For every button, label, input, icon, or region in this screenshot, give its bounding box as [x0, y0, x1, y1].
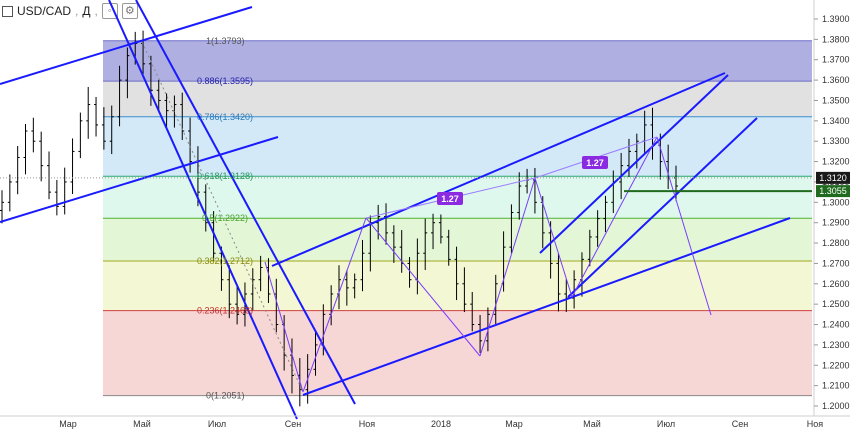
y-tick-label: 1.2600: [822, 279, 850, 289]
y-tick-label: 1.3800: [822, 34, 850, 44]
fib-zone: [103, 310, 812, 396]
pattern-leg: [479, 177, 536, 357]
y-tick-label: 1.3700: [822, 55, 850, 65]
price-tag-label: 1.3055: [819, 186, 847, 196]
y-tick-label: 1.2800: [822, 238, 850, 248]
y-tick-label: 1.3400: [822, 116, 850, 126]
y-tick-label: 1.3200: [822, 157, 850, 167]
x-tick-label: Сен: [285, 419, 302, 429]
y-tick-label: 1.2100: [822, 381, 850, 391]
fib-level-label: 0.618(1.3128): [197, 171, 253, 181]
y-tick-label: 1.2400: [822, 320, 850, 330]
y-tick-label: 1.2700: [822, 258, 850, 268]
fib-zone: [103, 260, 812, 311]
symbol-name[interactable]: USD/CAD: [17, 4, 72, 18]
pattern-leg: [656, 136, 712, 316]
fib-zone: [103, 40, 812, 82]
fib-level-label: 0.786(1.3420): [197, 112, 253, 122]
trend-lines[interactable]: [0, 0, 812, 420]
ratio-badge-label: 1.27: [441, 194, 459, 204]
y-tick-label: 1.3500: [822, 95, 850, 105]
x-tick-label: Сен: [732, 419, 749, 429]
ratio-badges: 1.27 1.27: [437, 156, 608, 205]
time-axis[interactable]: Мар Май Июл Сен Ноя 2018 Мар Май Июл Сен Ноя: [0, 415, 850, 429]
y-tick-label: 1.3900: [822, 14, 850, 24]
fib-diagonal: [141, 41, 304, 393]
x-tick-label: Май: [133, 419, 151, 429]
interval-label[interactable]: Д: [82, 4, 91, 18]
trend-line[interactable]: [108, 0, 298, 420]
trend-line[interactable]: [567, 117, 758, 298]
fib-zone: [103, 116, 812, 177]
symbol-collapse-icon[interactable]: [2, 5, 13, 17]
y-tick-label: 1.3300: [822, 136, 850, 146]
y-tick-label: 1.3000: [822, 197, 850, 207]
y-tick-label: 1.2000: [822, 401, 850, 411]
x-tick-label: Ноя: [807, 419, 824, 429]
header-separator: ,: [75, 4, 79, 18]
ratio-badge-label: 1.27: [586, 158, 604, 168]
chart-header: USD/CAD , Д , ◦ ⚙: [0, 0, 138, 22]
y-tick-label: 1.3600: [822, 75, 850, 85]
x-tick-label: Май: [583, 419, 601, 429]
settings-icon[interactable]: ⚙: [121, 3, 138, 19]
fib-level-label: 0.236(1.2468): [197, 306, 253, 316]
y-tick-label: 1.2200: [822, 360, 850, 370]
pattern-leg: [534, 177, 573, 298]
y-tick-label: 1.2900: [822, 218, 850, 228]
price-tag: [816, 171, 850, 184]
x-tick-label: 2018: [431, 419, 451, 429]
trend-line[interactable]: [539, 74, 729, 254]
price-axis[interactable]: 1.3900 1.3800 1.3700 1.3600 1.3500 1.3400 1.33…: [813, 0, 850, 429]
price-tag: [816, 185, 850, 198]
fib-level-label: 0.5(1.2922): [202, 213, 248, 223]
fib-labels: 1(1.3793) 0.886(1.3595) 0.786(1.3420) 0.618…: [197, 36, 253, 401]
price-tag-label: 1.3120: [819, 173, 847, 183]
x-tick-label: Мар: [505, 419, 523, 429]
trend-line[interactable]: [0, 6, 253, 85]
pattern-leg: [302, 217, 367, 393]
fib-level-label: 0.382(1.2712): [197, 256, 253, 266]
y-tick-label: 1.2300: [822, 340, 850, 350]
trend-line[interactable]: [0, 136, 279, 223]
y-tick-label: 1.2500: [822, 299, 850, 309]
x-tick-label: Июл: [657, 419, 675, 429]
price-tags: 1.3120 1.3055: [816, 171, 850, 198]
header-separator-2: ,: [94, 4, 98, 18]
ratio-badge: [582, 156, 608, 169]
x-tick-label: Ноя: [359, 419, 376, 429]
trend-line[interactable]: [135, 0, 356, 405]
x-tick-label: Мар: [59, 419, 77, 429]
fib-level-label: 0.886(1.3595): [197, 76, 253, 86]
trend-line[interactable]: [271, 72, 726, 267]
trend-line[interactable]: [302, 217, 791, 396]
ratio-badge: [437, 192, 463, 205]
x-tick-label: Июл: [208, 419, 226, 429]
pattern-leg: [365, 217, 481, 357]
fib-level-label: 0(1.2051): [206, 391, 245, 401]
price-axis-bg: [814, 0, 850, 429]
pattern-leg: [571, 136, 658, 298]
pattern-leg: [264, 261, 304, 393]
fib-level-label: 1(1.3793): [206, 36, 245, 46]
